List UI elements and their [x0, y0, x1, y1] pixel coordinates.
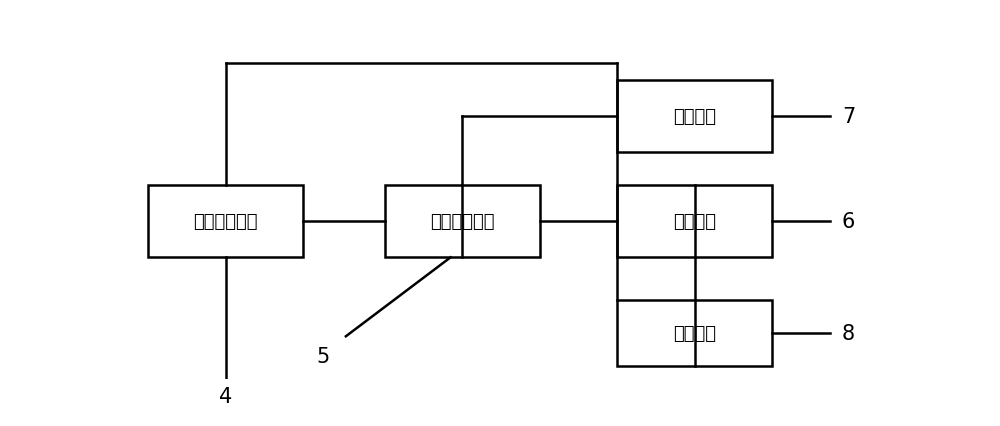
Text: 处理模块: 处理模块 — [673, 108, 716, 126]
Bar — [617, 81, 772, 153]
Text: 转换模块: 转换模块 — [673, 324, 716, 342]
Bar — [385, 186, 540, 258]
Text: 计算分析模块: 计算分析模块 — [430, 213, 494, 230]
Text: 8: 8 — [842, 323, 855, 343]
Text: 7: 7 — [842, 107, 855, 127]
Bar — [617, 186, 772, 258]
Text: 电流监控模块: 电流监控模块 — [194, 213, 258, 230]
Bar — [148, 186, 303, 258]
Bar — [617, 300, 772, 366]
Text: 备用电源: 备用电源 — [673, 213, 716, 230]
Text: 5: 5 — [316, 346, 329, 366]
Text: 4: 4 — [219, 386, 232, 406]
Text: 6: 6 — [842, 212, 855, 232]
